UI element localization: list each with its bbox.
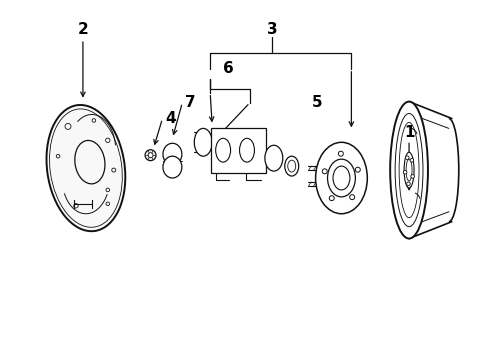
Ellipse shape — [390, 102, 428, 239]
Circle shape — [322, 169, 327, 174]
Circle shape — [403, 171, 407, 174]
Circle shape — [410, 158, 414, 162]
Text: 3: 3 — [267, 22, 277, 37]
Circle shape — [329, 196, 334, 201]
Text: 5: 5 — [312, 95, 323, 110]
Circle shape — [350, 195, 355, 200]
Text: 6: 6 — [223, 61, 233, 76]
Ellipse shape — [195, 129, 212, 156]
Ellipse shape — [216, 138, 231, 162]
Text: 4: 4 — [165, 111, 176, 126]
Ellipse shape — [75, 140, 105, 184]
Ellipse shape — [240, 138, 254, 162]
Ellipse shape — [333, 166, 350, 190]
Circle shape — [355, 167, 360, 172]
Ellipse shape — [316, 142, 368, 214]
Ellipse shape — [163, 156, 182, 178]
Ellipse shape — [327, 159, 355, 197]
Circle shape — [411, 175, 415, 178]
Ellipse shape — [163, 143, 182, 165]
Circle shape — [407, 182, 410, 186]
Ellipse shape — [404, 152, 414, 188]
Ellipse shape — [265, 145, 283, 171]
Ellipse shape — [406, 159, 412, 181]
Text: 1: 1 — [404, 125, 415, 140]
Text: 2: 2 — [77, 22, 88, 37]
Circle shape — [339, 151, 343, 156]
Circle shape — [145, 150, 156, 161]
Ellipse shape — [47, 105, 125, 231]
Circle shape — [405, 156, 409, 159]
Ellipse shape — [285, 156, 299, 176]
Circle shape — [148, 153, 153, 158]
Text: 7: 7 — [185, 95, 196, 110]
Bar — [211, 128, 266, 172]
